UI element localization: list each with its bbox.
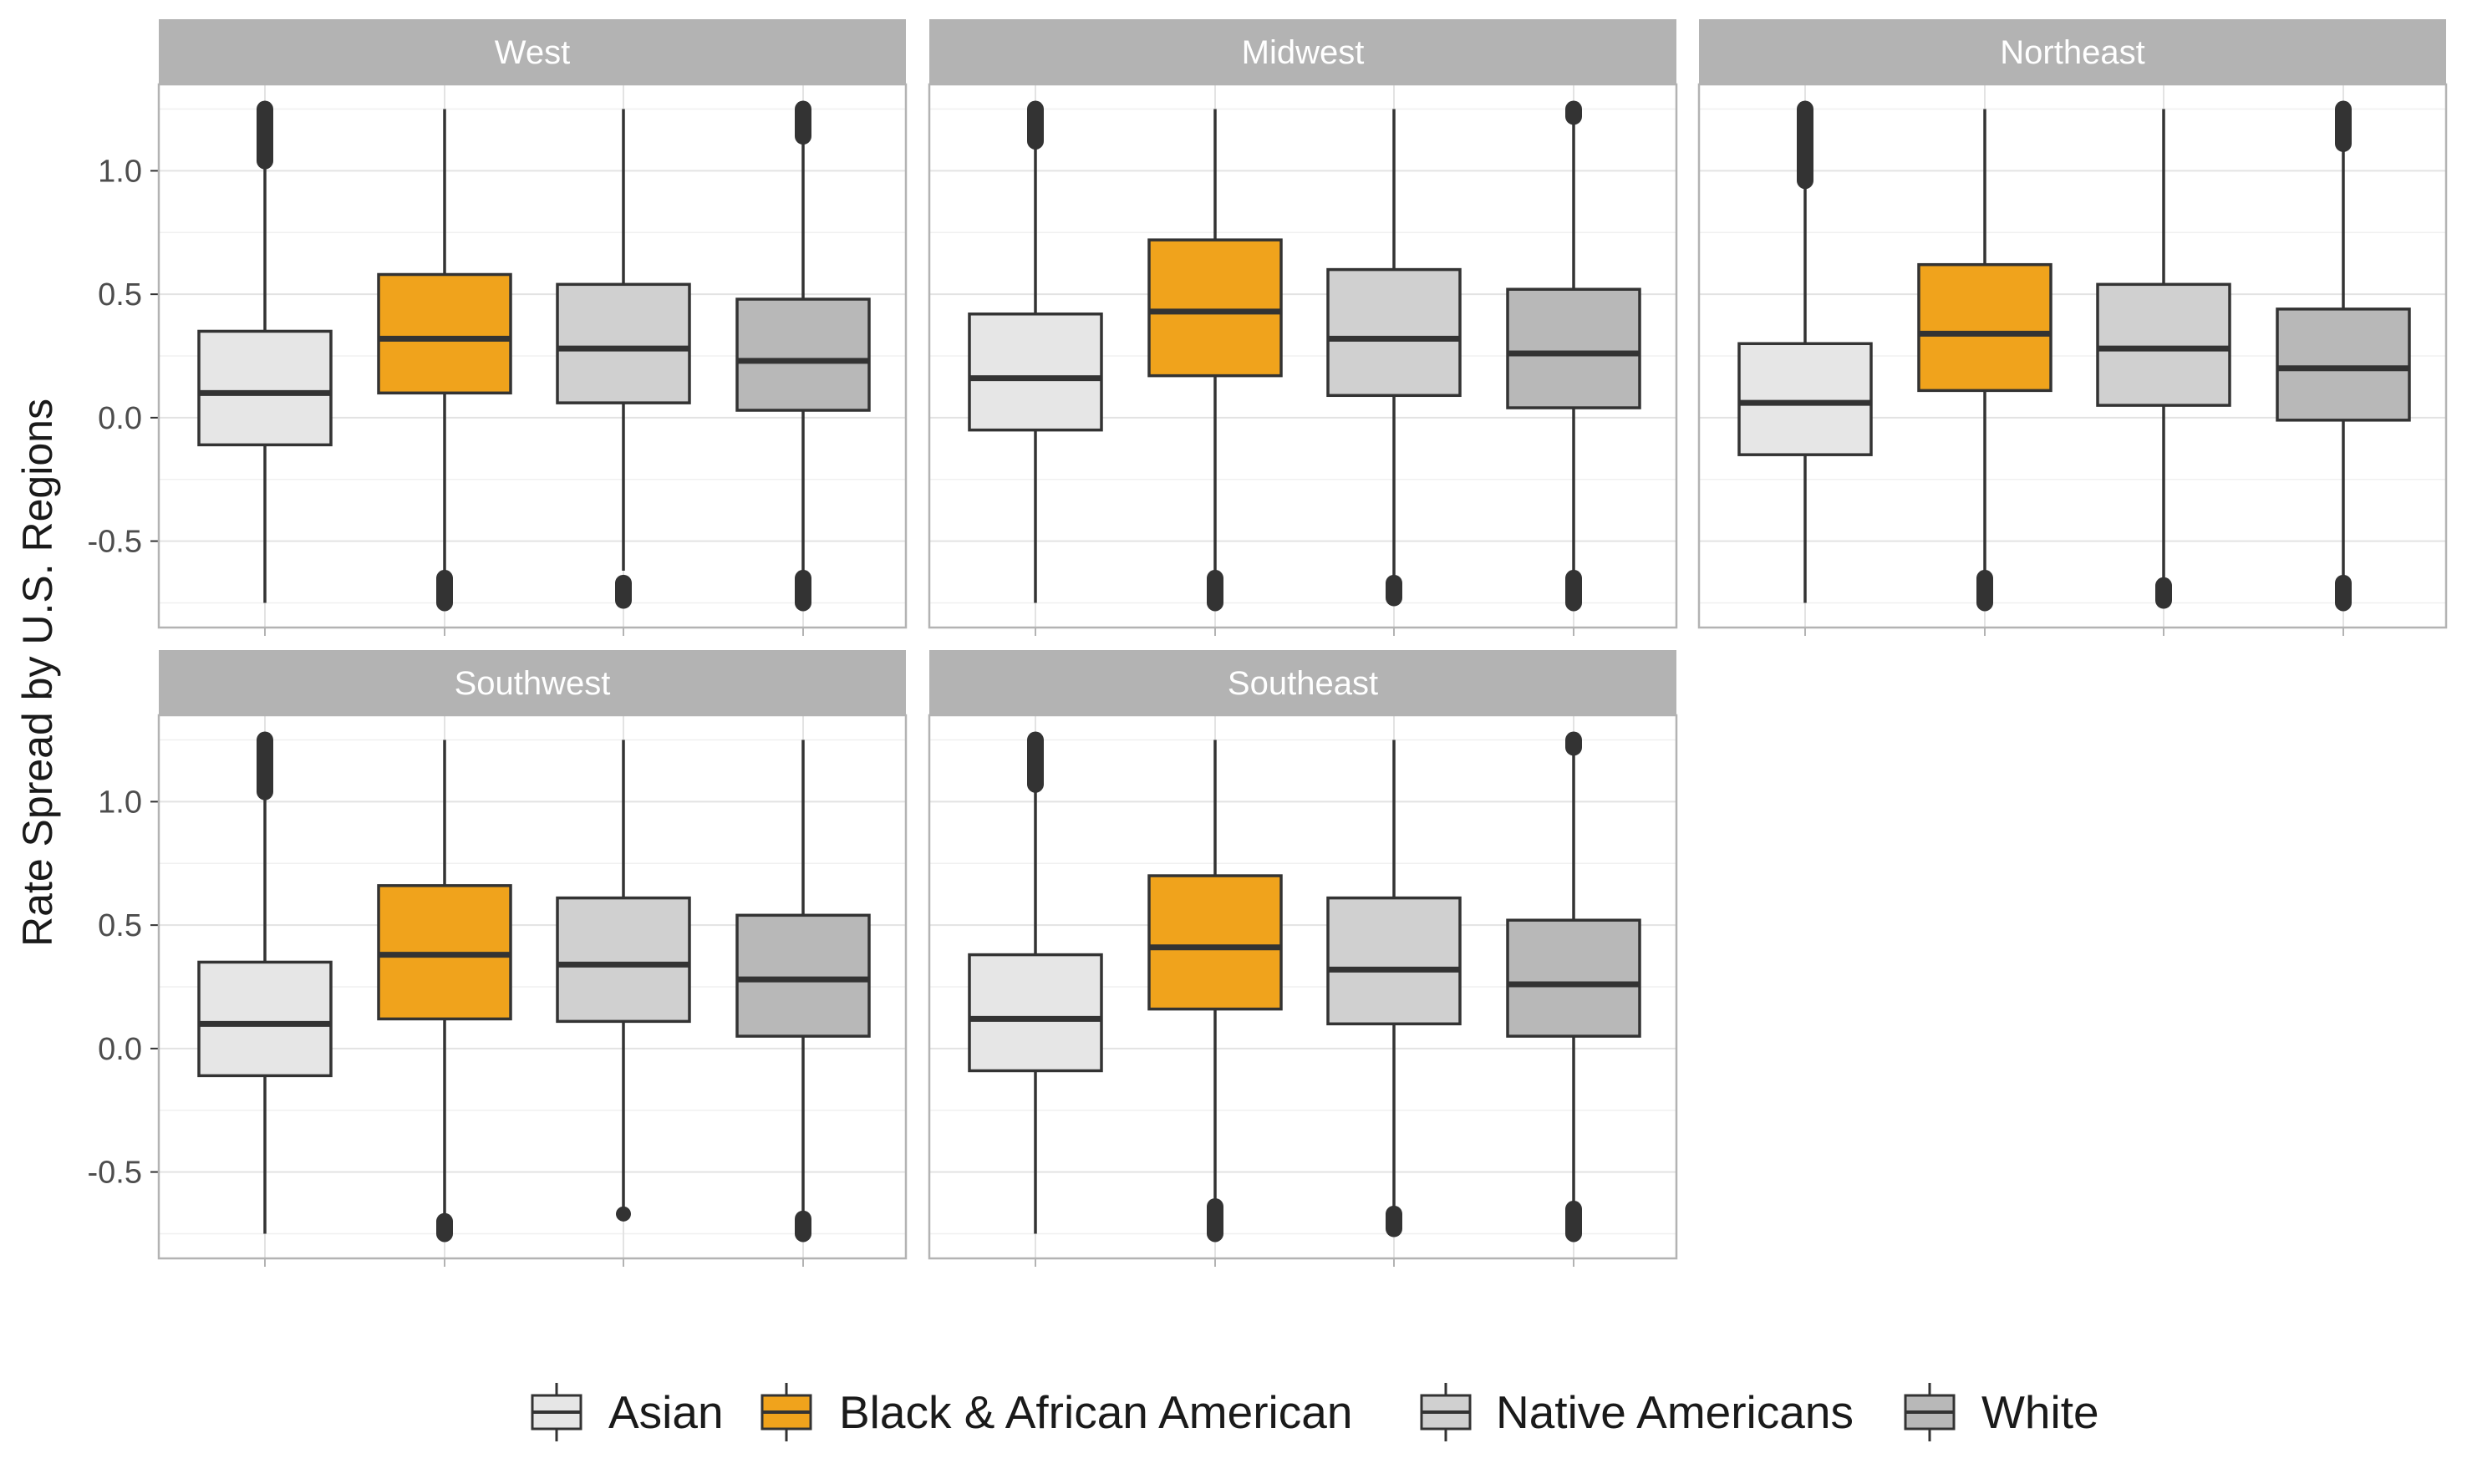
- box-iqr: [1506, 287, 1641, 409]
- y-axis-title: Rate Spread by U.S. Regions: [14, 399, 61, 947]
- legend-label: Asian: [608, 1386, 724, 1438]
- box-native-americans: [556, 109, 691, 609]
- facet-strip: [929, 650, 1676, 715]
- facet-strip-label: Southwest: [455, 665, 611, 702]
- facet-strip-label: Northeast: [2000, 34, 2144, 71]
- box-iqr: [197, 329, 333, 447]
- facet-panel-west: West -0.5 0.0 0.5 1.0: [88, 19, 908, 636]
- legend-label: White: [1981, 1386, 2099, 1438]
- legend-item: Black & African American: [760, 1383, 1352, 1441]
- box-white: [735, 739, 871, 1243]
- facet-strip-label: West: [495, 34, 570, 71]
- box-asian: [968, 731, 1103, 1234]
- panel-border: [928, 714, 1678, 1260]
- box-iqr: [1326, 896, 1462, 1026]
- legend-item: Asian: [531, 1383, 724, 1441]
- box-white: [2276, 100, 2411, 612]
- box-asian: [968, 100, 1103, 603]
- y-tick-label: 0.0: [98, 401, 142, 436]
- box-black-african-american: [1917, 109, 2052, 612]
- box-iqr: [1147, 874, 1283, 1011]
- outlier-point: [616, 1206, 631, 1222]
- y-tick-label: 1.0: [98, 785, 142, 820]
- box-asian: [197, 100, 333, 603]
- box-white: [735, 100, 871, 612]
- facet-strip: [159, 650, 906, 715]
- y-tick-label: -0.5: [88, 1156, 142, 1191]
- facet-strip-label: Southeast: [1228, 665, 1378, 702]
- panel-border: [928, 83, 1678, 629]
- legend: Asian Black & African American Native Amer…: [531, 1383, 2099, 1441]
- facet-strip: [929, 19, 1676, 84]
- facet-panel-northeast: Northeast: [1697, 19, 2448, 636]
- box-native-americans: [1326, 739, 1462, 1238]
- box-iqr: [735, 913, 871, 1038]
- facet-panel-southwest: Southwest -0.5 0.0 0.5 1.0: [88, 650, 908, 1267]
- box-black-african-american: [377, 739, 512, 1243]
- box-iqr: [1737, 342, 1873, 456]
- legend-label: Native Americans: [1496, 1386, 1854, 1438]
- facet-panel-southeast: Southeast: [928, 650, 1678, 1267]
- box-iqr: [377, 272, 512, 395]
- box-iqr: [2096, 282, 2231, 407]
- box-iqr: [1147, 238, 1283, 378]
- y-tick-label: 1.0: [98, 154, 142, 189]
- box-native-americans: [1326, 109, 1462, 607]
- panel-border: [1697, 83, 2448, 629]
- box-iqr: [968, 953, 1103, 1073]
- box-asian: [1737, 100, 1873, 603]
- box-black-african-american: [1147, 109, 1283, 612]
- box-iqr: [735, 297, 871, 412]
- box-iqr: [556, 896, 691, 1024]
- facet-strip: [159, 19, 906, 84]
- legend-item: White: [1904, 1383, 2099, 1441]
- y-tick-label: 0.5: [98, 277, 142, 313]
- box-iqr: [1326, 267, 1462, 398]
- panel-border: [157, 714, 908, 1260]
- box-iqr: [968, 313, 1103, 432]
- box-native-americans: [556, 739, 691, 1222]
- box-white: [1506, 731, 1641, 1243]
- panel-border: [157, 83, 908, 629]
- box-iqr: [2276, 307, 2411, 422]
- box-black-african-american: [1147, 739, 1283, 1243]
- facet-panel-midwest: Midwest: [928, 19, 1678, 636]
- facet-strip: [1699, 19, 2446, 84]
- legend-item: Native Americans: [1420, 1383, 1854, 1441]
- box-white: [1506, 100, 1641, 612]
- box-native-americans: [2096, 109, 2231, 609]
- box-iqr: [556, 282, 691, 404]
- box-iqr: [1506, 918, 1641, 1038]
- y-tick-label: 0.0: [98, 1032, 142, 1067]
- box-iqr: [197, 960, 333, 1078]
- facet-strip-label: Midwest: [1242, 34, 1365, 71]
- legend-label: Black & African American: [839, 1386, 1352, 1438]
- box-asian: [197, 731, 333, 1234]
- y-tick-label: -0.5: [88, 525, 142, 560]
- y-tick-label: 0.5: [98, 908, 142, 943]
- box-black-african-american: [377, 109, 512, 612]
- box-iqr: [1917, 262, 2052, 393]
